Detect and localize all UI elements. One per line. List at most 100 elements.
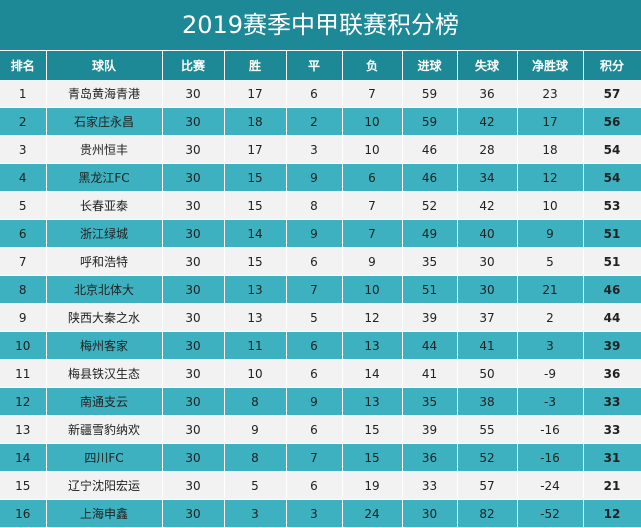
cell-wins: 13 [224, 275, 287, 304]
table-row: 9 陕西大秦之水 30 13 5 12 39 37 2 44 [0, 303, 641, 332]
cell-team: 贵州恒丰 [46, 135, 163, 164]
table-row: 12 南通支云 30 8 9 13 35 38 -3 33 [0, 387, 641, 416]
cell-wins: 15 [224, 191, 287, 220]
cell-played: 30 [162, 163, 225, 192]
header-points: 积分 [583, 51, 641, 80]
cell-played: 30 [162, 303, 225, 332]
cell-goal-difference: 18 [517, 135, 584, 164]
cell-goal-difference: 10 [517, 191, 584, 220]
cell-goals-against: 57 [457, 471, 518, 500]
cell-team: 呼和浩特 [46, 247, 163, 276]
cell-goals-for: 49 [402, 219, 458, 248]
header-losses: 负 [342, 51, 403, 80]
cell-goals-for: 46 [402, 163, 458, 192]
cell-draws: 9 [286, 387, 343, 416]
cell-goals-for: 30 [402, 499, 458, 528]
cell-losses: 13 [342, 387, 403, 416]
cell-goals-against: 40 [457, 219, 518, 248]
cell-goal-difference: -3 [517, 387, 584, 416]
table-row: 1 青岛黄海青港 30 17 6 7 59 36 23 57 [0, 80, 641, 108]
cell-points: 51 [583, 219, 641, 248]
cell-losses: 24 [342, 499, 403, 528]
cell-losses: 10 [342, 107, 403, 136]
cell-wins: 10 [224, 359, 287, 388]
cell-rank: 11 [0, 359, 47, 388]
cell-goals-for: 46 [402, 135, 458, 164]
cell-wins: 5 [224, 471, 287, 500]
cell-rank: 9 [0, 303, 47, 332]
cell-losses: 15 [342, 415, 403, 444]
cell-wins: 14 [224, 219, 287, 248]
cell-points: 12 [583, 499, 641, 528]
cell-played: 30 [162, 499, 225, 528]
cell-team: 梅州客家 [46, 331, 163, 360]
cell-goals-for: 35 [402, 387, 458, 416]
cell-draws: 6 [286, 471, 343, 500]
cell-losses: 6 [342, 163, 403, 192]
cell-points: 44 [583, 303, 641, 332]
cell-wins: 9 [224, 415, 287, 444]
cell-points: 53 [583, 191, 641, 220]
cell-team: 上海申鑫 [46, 499, 163, 528]
table-row: 15 辽宁沈阳宏运 30 5 6 19 33 57 -24 21 [0, 471, 641, 500]
cell-points: 33 [583, 387, 641, 416]
header-row: 排名 球队 比赛 胜 平 负 进球 失球 净胜球 积分 [0, 51, 641, 80]
cell-goals-against: 52 [457, 443, 518, 472]
cell-team: 北京北体大 [46, 275, 163, 304]
cell-losses: 7 [342, 80, 403, 108]
header-goals-for: 进球 [402, 51, 458, 80]
table-row: 4 黑龙江FC 30 15 9 6 46 34 12 54 [0, 163, 641, 192]
cell-team: 长春亚泰 [46, 191, 163, 220]
cell-draws: 6 [286, 331, 343, 360]
cell-wins: 17 [224, 135, 287, 164]
header-draws: 平 [286, 51, 343, 80]
cell-goals-for: 44 [402, 331, 458, 360]
cell-played: 30 [162, 135, 225, 164]
cell-goals-for: 59 [402, 107, 458, 136]
cell-goals-for: 52 [402, 191, 458, 220]
cell-losses: 9 [342, 247, 403, 276]
cell-losses: 10 [342, 275, 403, 304]
cell-goals-against: 50 [457, 359, 518, 388]
cell-played: 30 [162, 80, 225, 108]
cell-rank: 4 [0, 163, 47, 192]
cell-team: 陕西大秦之水 [46, 303, 163, 332]
cell-played: 30 [162, 331, 225, 360]
cell-goal-difference: -16 [517, 443, 584, 472]
cell-losses: 12 [342, 303, 403, 332]
cell-losses: 7 [342, 219, 403, 248]
cell-points: 21 [583, 471, 641, 500]
cell-goals-for: 36 [402, 443, 458, 472]
cell-goal-difference: 9 [517, 219, 584, 248]
cell-wins: 15 [224, 163, 287, 192]
cell-played: 30 [162, 415, 225, 444]
cell-points: 54 [583, 163, 641, 192]
cell-played: 30 [162, 471, 225, 500]
cell-played: 30 [162, 219, 225, 248]
cell-goals-against: 41 [457, 331, 518, 360]
header-wins: 胜 [224, 51, 287, 80]
table-body: 1 青岛黄海青港 30 17 6 7 59 36 23 57 2 石家庄永昌 30 18 2 10 59 42 17… [0, 80, 641, 528]
cell-played: 30 [162, 247, 225, 276]
cell-draws: 3 [286, 499, 343, 528]
cell-wins: 13 [224, 303, 287, 332]
cell-goal-difference: 5 [517, 247, 584, 276]
cell-goals-against: 42 [457, 191, 518, 220]
table-row: 13 新疆雪豹纳欢 30 9 6 15 39 55 -16 33 [0, 415, 641, 444]
cell-rank: 7 [0, 247, 47, 276]
cell-played: 30 [162, 107, 225, 136]
cell-rank: 2 [0, 107, 47, 136]
cell-goals-for: 59 [402, 80, 458, 108]
cell-played: 30 [162, 191, 225, 220]
cell-wins: 15 [224, 247, 287, 276]
cell-team: 辽宁沈阳宏运 [46, 471, 163, 500]
cell-losses: 19 [342, 471, 403, 500]
table-header: 排名 球队 比赛 胜 平 负 进球 失球 净胜球 积分 [0, 51, 641, 80]
cell-draws: 8 [286, 191, 343, 220]
cell-wins: 3 [224, 499, 287, 528]
cell-rank: 16 [0, 499, 47, 528]
cell-wins: 8 [224, 443, 287, 472]
table-row: 8 北京北体大 30 13 7 10 51 30 21 46 [0, 275, 641, 304]
cell-goal-difference: 23 [517, 80, 584, 108]
cell-points: 39 [583, 331, 641, 360]
